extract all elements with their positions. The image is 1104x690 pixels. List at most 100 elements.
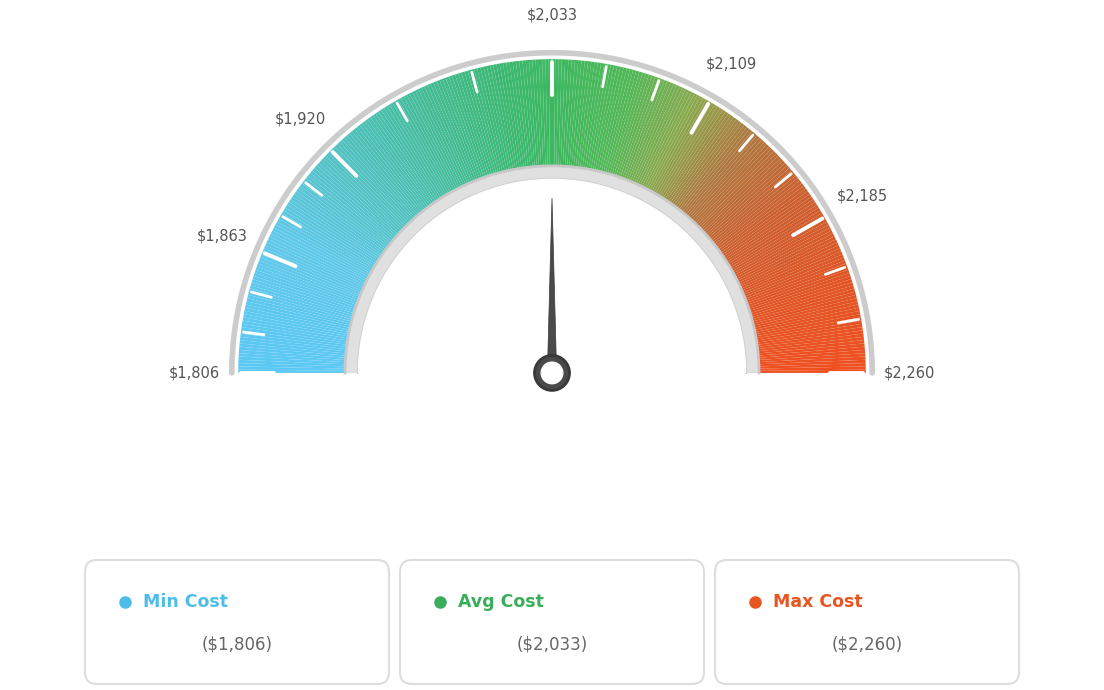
Wedge shape xyxy=(493,64,518,181)
Wedge shape xyxy=(277,219,382,279)
Wedge shape xyxy=(667,119,739,216)
Wedge shape xyxy=(312,168,404,247)
Wedge shape xyxy=(629,85,680,195)
Wedge shape xyxy=(735,264,847,306)
Wedge shape xyxy=(246,302,362,331)
Wedge shape xyxy=(255,270,368,310)
Wedge shape xyxy=(724,225,830,282)
FancyBboxPatch shape xyxy=(715,560,1019,684)
Wedge shape xyxy=(745,327,863,346)
Wedge shape xyxy=(257,264,369,306)
Wedge shape xyxy=(242,321,359,342)
Wedge shape xyxy=(474,68,506,184)
Wedge shape xyxy=(681,137,762,228)
Wedge shape xyxy=(718,208,820,272)
Wedge shape xyxy=(650,101,712,205)
Wedge shape xyxy=(506,62,526,179)
Wedge shape xyxy=(603,70,636,185)
Text: ($2,033): ($2,033) xyxy=(517,635,587,653)
Wedge shape xyxy=(244,311,360,336)
Wedge shape xyxy=(401,97,459,201)
Wedge shape xyxy=(321,158,410,241)
Wedge shape xyxy=(458,72,496,186)
Wedge shape xyxy=(238,366,357,371)
Wedge shape xyxy=(287,202,389,268)
Wedge shape xyxy=(672,125,747,219)
Text: $2,109: $2,109 xyxy=(705,57,757,71)
Wedge shape xyxy=(741,295,857,326)
Wedge shape xyxy=(747,366,866,371)
Wedge shape xyxy=(317,163,406,244)
Wedge shape xyxy=(716,205,819,270)
Wedge shape xyxy=(673,127,750,221)
Wedge shape xyxy=(743,304,859,333)
Wedge shape xyxy=(713,197,814,265)
Wedge shape xyxy=(379,110,446,210)
Wedge shape xyxy=(278,216,383,277)
Wedge shape xyxy=(282,210,385,273)
Wedge shape xyxy=(710,188,808,259)
Wedge shape xyxy=(404,95,461,201)
Wedge shape xyxy=(254,273,367,313)
Wedge shape xyxy=(532,59,542,178)
Wedge shape xyxy=(654,104,718,207)
Wedge shape xyxy=(289,199,390,266)
Wedge shape xyxy=(662,113,731,213)
Wedge shape xyxy=(677,131,754,224)
Text: $2,260: $2,260 xyxy=(884,366,935,380)
Wedge shape xyxy=(370,115,440,214)
Wedge shape xyxy=(480,67,509,183)
Wedge shape xyxy=(728,233,835,288)
Wedge shape xyxy=(264,246,373,295)
Wedge shape xyxy=(323,156,411,239)
Wedge shape xyxy=(747,363,866,369)
Wedge shape xyxy=(245,304,361,333)
Wedge shape xyxy=(611,74,649,187)
Wedge shape xyxy=(390,103,453,206)
Wedge shape xyxy=(670,123,744,219)
Wedge shape xyxy=(682,140,764,229)
Wedge shape xyxy=(707,181,802,255)
Wedge shape xyxy=(747,350,866,361)
Wedge shape xyxy=(639,92,694,199)
Wedge shape xyxy=(744,314,861,338)
Wedge shape xyxy=(503,63,523,180)
Wedge shape xyxy=(595,67,624,183)
Wedge shape xyxy=(308,173,402,250)
Wedge shape xyxy=(243,314,360,338)
Wedge shape xyxy=(576,61,595,179)
Wedge shape xyxy=(554,59,559,177)
Text: Max Cost: Max Cost xyxy=(773,593,862,611)
Wedge shape xyxy=(375,112,444,211)
Wedge shape xyxy=(335,144,418,232)
Wedge shape xyxy=(734,257,845,303)
Wedge shape xyxy=(238,363,357,369)
Wedge shape xyxy=(487,66,513,181)
Text: Min Cost: Min Cost xyxy=(144,593,229,611)
Wedge shape xyxy=(688,146,772,233)
Wedge shape xyxy=(743,308,860,334)
Wedge shape xyxy=(368,117,438,215)
Wedge shape xyxy=(436,80,482,191)
Wedge shape xyxy=(455,74,493,187)
Wedge shape xyxy=(722,219,827,279)
Wedge shape xyxy=(693,156,781,239)
Wedge shape xyxy=(253,276,367,315)
Wedge shape xyxy=(720,213,824,275)
Wedge shape xyxy=(248,292,363,324)
Wedge shape xyxy=(588,65,614,181)
Wedge shape xyxy=(691,153,778,237)
Wedge shape xyxy=(613,75,652,188)
Wedge shape xyxy=(622,80,668,191)
Wedge shape xyxy=(562,59,572,178)
Wedge shape xyxy=(449,75,490,188)
Wedge shape xyxy=(509,61,528,179)
Wedge shape xyxy=(500,63,521,180)
Wedge shape xyxy=(598,68,630,184)
Wedge shape xyxy=(468,70,501,185)
Wedge shape xyxy=(344,135,424,226)
Wedge shape xyxy=(564,60,575,178)
Wedge shape xyxy=(354,127,431,221)
Wedge shape xyxy=(593,66,620,182)
Wedge shape xyxy=(304,178,399,253)
